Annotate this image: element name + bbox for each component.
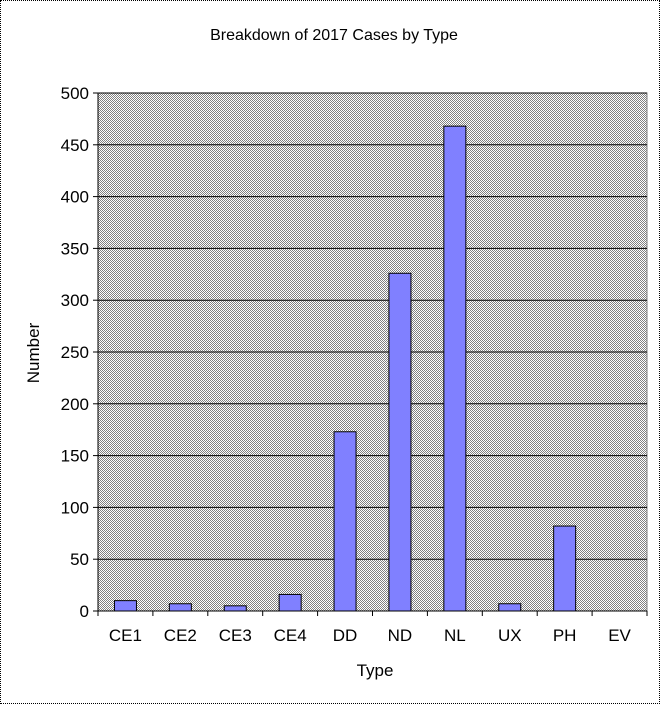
y-tick-label: 0 (80, 602, 89, 621)
y-tick-label: 350 (61, 239, 89, 258)
bar-ce3 (223, 605, 247, 612)
chart-title: Breakdown of 2017 Cases by Type (210, 27, 458, 44)
x-tick-label: CE3 (219, 626, 252, 645)
y-axis-title: Number (24, 322, 43, 383)
y-tick-labels: 0 50 100 150 200 250 300 350 400 450 500 (61, 84, 89, 621)
y-tick-label: 200 (61, 395, 89, 414)
y-tick-label: 100 (61, 498, 89, 517)
x-tick-label: PH (553, 626, 577, 645)
x-axis-title: Type (357, 661, 394, 680)
x-tick-labels: CE1 CE2 CE3 CE4 DD ND NL UX PH EV (109, 626, 632, 645)
x-tick-label: ND (388, 626, 413, 645)
y-tick-label: 250 (61, 343, 89, 362)
y-tick-label: 300 (61, 291, 89, 310)
bar-ph (553, 525, 577, 612)
x-tick-label: EV (608, 626, 631, 645)
x-tick-label: NL (444, 626, 466, 645)
x-tick-label: CE1 (109, 626, 142, 645)
bar-ce2 (168, 603, 192, 612)
bar-nd (388, 272, 412, 612)
bars (113, 125, 577, 612)
bar-nl (443, 125, 467, 612)
bar-dd (333, 431, 357, 612)
y-tick-label: 400 (61, 188, 89, 207)
bar-ux (498, 603, 522, 612)
x-tick-label: DD (333, 626, 358, 645)
y-tick-label: 150 (61, 447, 89, 466)
y-tick-label: 450 (61, 136, 89, 155)
x-tick-label: CE4 (274, 626, 307, 645)
x-tick-label: UX (498, 626, 522, 645)
y-tick-label: 50 (70, 550, 89, 569)
bar-ce1 (113, 600, 137, 612)
x-tick-label: CE2 (164, 626, 197, 645)
axes (93, 92, 648, 616)
y-tick-label: 500 (61, 84, 89, 103)
bar-ce4 (278, 593, 302, 612)
